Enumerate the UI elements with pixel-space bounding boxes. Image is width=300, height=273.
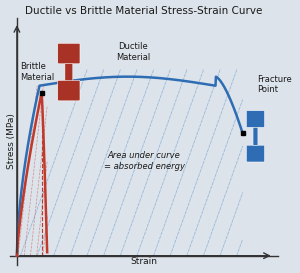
Title: Ductile vs Brittle Material Stress-Strain Curve: Ductile vs Brittle Material Stress-Strai…: [25, 5, 263, 16]
FancyBboxPatch shape: [65, 64, 73, 81]
FancyBboxPatch shape: [246, 111, 265, 127]
Text: Fracture
Point: Fracture Point: [257, 75, 292, 94]
Text: Brittle
Material: Brittle Material: [20, 62, 55, 82]
X-axis label: Strain: Strain: [130, 257, 158, 266]
Text: Ductile
Material: Ductile Material: [116, 42, 150, 62]
Y-axis label: Stress (MPa): Stress (MPa): [7, 113, 16, 169]
Text: Area under curve
= absorbed energy: Area under curve = absorbed energy: [103, 151, 184, 171]
FancyBboxPatch shape: [253, 127, 258, 145]
FancyBboxPatch shape: [246, 145, 265, 162]
FancyBboxPatch shape: [58, 43, 80, 64]
FancyBboxPatch shape: [58, 80, 80, 101]
